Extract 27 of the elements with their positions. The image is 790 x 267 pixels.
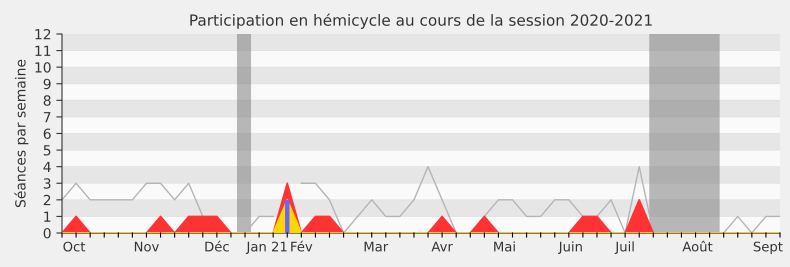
x-tick-label: Fév — [291, 240, 312, 252]
x-tick-label: Avr — [431, 242, 453, 252]
x-tick-label: Mar — [364, 242, 388, 252]
y-tick-label: 6 — [44, 128, 51, 139]
x-tick-label: Sept — [754, 242, 783, 254]
y-tick-label: 2 — [44, 194, 50, 206]
x-tick-label: Jan 21 — [246, 242, 287, 254]
y-tick-label: 1 — [44, 212, 50, 222]
y-tick-label: 7 — [44, 112, 50, 122]
y-tick-label: 3 — [44, 178, 50, 189]
y-tick-label: 0 — [44, 228, 51, 238]
y-tick-label: 9 — [44, 78, 51, 90]
y-axis-title: Séances par semaine — [14, 60, 28, 208]
x-tick-label: Nov — [134, 242, 159, 252]
y-tick-label: 11 — [35, 46, 50, 56]
y-tick-label: 4 — [43, 162, 51, 172]
x-tick-label: Août — [682, 240, 712, 252]
y-tick-label: 12 — [35, 28, 50, 40]
x-tick-label: Déc — [205, 240, 229, 252]
y-tick-label: 8 — [44, 95, 51, 106]
x-tick-label: Juin — [558, 241, 582, 254]
x-tick-label: Juil — [614, 241, 634, 254]
x-tick-label: Mai — [494, 241, 515, 252]
x-tick-label: Oct — [63, 242, 86, 252]
chart-title: Participation en hémicycle au cours de la session 2020-2021 — [190, 13, 652, 29]
y-tick-label: 10 — [35, 62, 51, 73]
y-tick-label: 5 — [44, 145, 50, 156]
